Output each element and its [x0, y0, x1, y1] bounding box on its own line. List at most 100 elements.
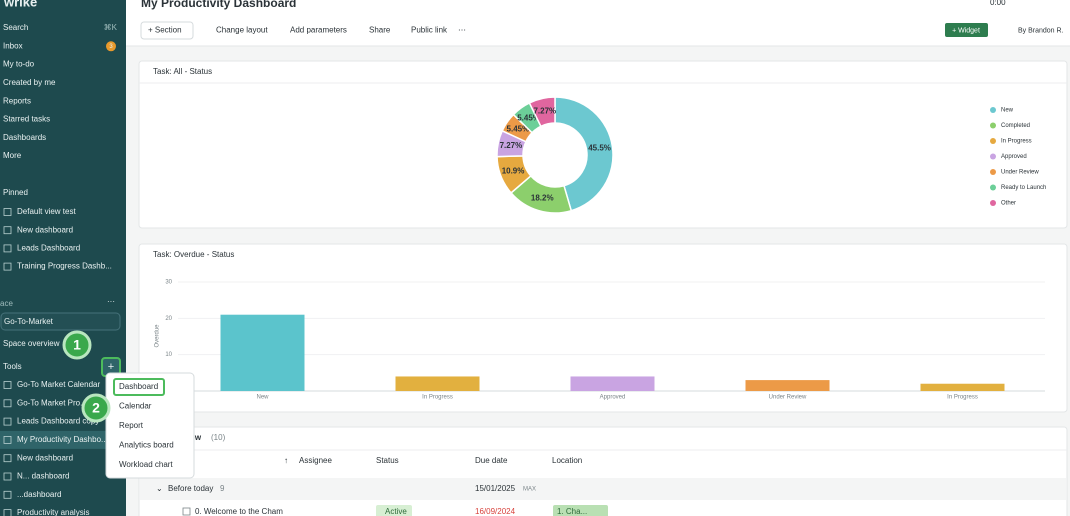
- nav-item[interactable]: Search: [3, 23, 28, 32]
- toolbar-item[interactable]: + Section: [148, 26, 182, 35]
- more: ···: [107, 297, 115, 306]
- section-title: Pinned: [3, 188, 28, 197]
- legend-swatch: [990, 107, 996, 113]
- column-header[interactable]: Assignee: [299, 456, 332, 465]
- sidebar-bg: [0, 0, 126, 516]
- y-tick-label: 20: [165, 316, 172, 322]
- group-flag: MAX: [523, 487, 536, 493]
- y-tick-label: 10: [165, 352, 172, 358]
- data-label: 18.2%: [531, 193, 554, 202]
- page-title: My Productivity Dashboard: [141, 0, 296, 10]
- location-pill: [553, 505, 608, 516]
- tool-item[interactable]: Productivity analysis: [17, 508, 89, 516]
- step-number: 2: [92, 400, 100, 416]
- donut-segment: [528, 96, 556, 128]
- nav-item[interactable]: Dashboards: [3, 133, 46, 142]
- nav-item[interactable]: Reports: [3, 96, 31, 105]
- tool-item[interactable]: N... dashboard: [17, 472, 69, 481]
- task-name[interactable]: 0. Welcome to the Cham: [195, 507, 283, 516]
- badge: [106, 41, 116, 52]
- table-title: ow: [190, 433, 202, 442]
- pinned-item[interactable]: Training Progress Dashb...: [17, 262, 112, 271]
- x-tick-label: In Progress: [947, 395, 978, 401]
- overlay: Dashboard Calendar Report Analytics board Wo…: [62, 330, 195, 479]
- icon: [3, 435, 12, 444]
- group-bg: [140, 478, 1066, 500]
- due-date: 16/09/2024: [475, 507, 516, 516]
- tool-item[interactable]: Leads Dashboard copy: [17, 417, 99, 426]
- header-bg: [126, 0, 1070, 46]
- menu-item[interactable]: Dashboard: [119, 382, 158, 391]
- menu-item[interactable]: Calendar: [119, 402, 152, 411]
- add-widget[interactable]: + Widget: [952, 27, 980, 34]
- menu-item[interactable]: Analytics board: [119, 441, 174, 450]
- nav-item[interactable]: My to-do: [3, 60, 35, 69]
- owner: By Brandon R.: [1018, 27, 1064, 34]
- x-tick-label: Approved: [600, 395, 626, 401]
- menu-item[interactable]: Workload chart: [119, 460, 173, 469]
- tool-item[interactable]: ...dashboard: [17, 490, 61, 499]
- pinned-item[interactable]: New dashboard: [17, 225, 73, 234]
- icon: [3, 509, 12, 516]
- nav-item[interactable]: Starred tasks: [3, 115, 50, 124]
- pinned-item[interactable]: Leads Dashboard: [17, 244, 80, 253]
- status: Active: [385, 507, 407, 516]
- step-marker: [62, 330, 92, 360]
- menu-item[interactable]: Report: [119, 421, 144, 430]
- data-label: 7.27%: [533, 106, 556, 115]
- icon: [3, 381, 12, 389]
- widget-title: Task: Overdue - Status: [153, 250, 234, 259]
- bar: [920, 383, 1005, 391]
- donut-segment: [554, 96, 614, 212]
- sort-icon[interactable]: ↑: [284, 456, 288, 465]
- icon: [3, 262, 12, 271]
- menu: [105, 372, 195, 479]
- selected-bg: [0, 430, 126, 449]
- button[interactable]: [140, 21, 194, 40]
- toolbar-item[interactable]: ⋯: [458, 26, 466, 35]
- toolbar-item[interactable]: Share: [369, 26, 391, 35]
- button[interactable]: [945, 23, 988, 37]
- icon: [3, 472, 12, 481]
- icon: [3, 208, 12, 216]
- x-tick-label: In Progress: [422, 395, 453, 401]
- tool-item[interactable]: New dashboard: [17, 453, 73, 462]
- toolbar-item[interactable]: Public link: [411, 26, 448, 35]
- badge-count: 3: [109, 44, 113, 50]
- nav-item[interactable]: More: [3, 151, 22, 160]
- legend-swatch: [990, 153, 996, 160]
- data-label: 45.5%: [588, 144, 611, 153]
- nav-item[interactable]: Inbox: [3, 41, 23, 50]
- shortcut: ⌘K: [104, 23, 118, 32]
- legend-label: Ready to Launch: [1001, 185, 1046, 191]
- space-overview[interactable]: Space overview: [3, 339, 60, 348]
- column-header[interactable]: Location: [552, 456, 582, 465]
- data-label: 5.45%: [507, 125, 530, 134]
- y-tick-label: 30: [165, 280, 172, 286]
- bar: [395, 376, 480, 391]
- column-header[interactable]: Status: [376, 456, 399, 465]
- group-count: 9: [220, 484, 225, 493]
- legend-label: New: [1001, 108, 1014, 114]
- pinned-item[interactable]: Default view test: [17, 207, 76, 216]
- logo: wrike: [3, 0, 37, 9]
- column-header[interactable]: Due date: [475, 456, 508, 465]
- section-title: ace: [0, 299, 13, 308]
- legend-swatch: [990, 122, 996, 129]
- tool-item[interactable]: Go-To Market Pro...: [17, 398, 87, 407]
- x-tick-label: New: [256, 395, 269, 401]
- toolbar-item[interactable]: Change layout: [216, 26, 268, 35]
- space-select[interactable]: [0, 312, 121, 331]
- space-name[interactable]: Go-To-Market: [4, 317, 54, 326]
- toolbar-item[interactable]: Add parameters: [290, 26, 347, 35]
- tool-item[interactable]: My Productivity Dashbo...: [17, 435, 108, 444]
- legend-label: Under Review: [1001, 170, 1039, 176]
- tool-item[interactable]: Go-To Market Calendar: [17, 380, 100, 389]
- sidebar: wrike Search ⌘K Inbox 3 My to-do Created by me…: [0, 0, 126, 516]
- icon: [3, 454, 12, 463]
- nav-item[interactable]: Created by me: [3, 78, 56, 87]
- group-label: Before today: [168, 484, 213, 493]
- legend-label: Completed: [1001, 123, 1030, 129]
- timer: 0:00: [990, 0, 1006, 7]
- icon: [3, 226, 12, 235]
